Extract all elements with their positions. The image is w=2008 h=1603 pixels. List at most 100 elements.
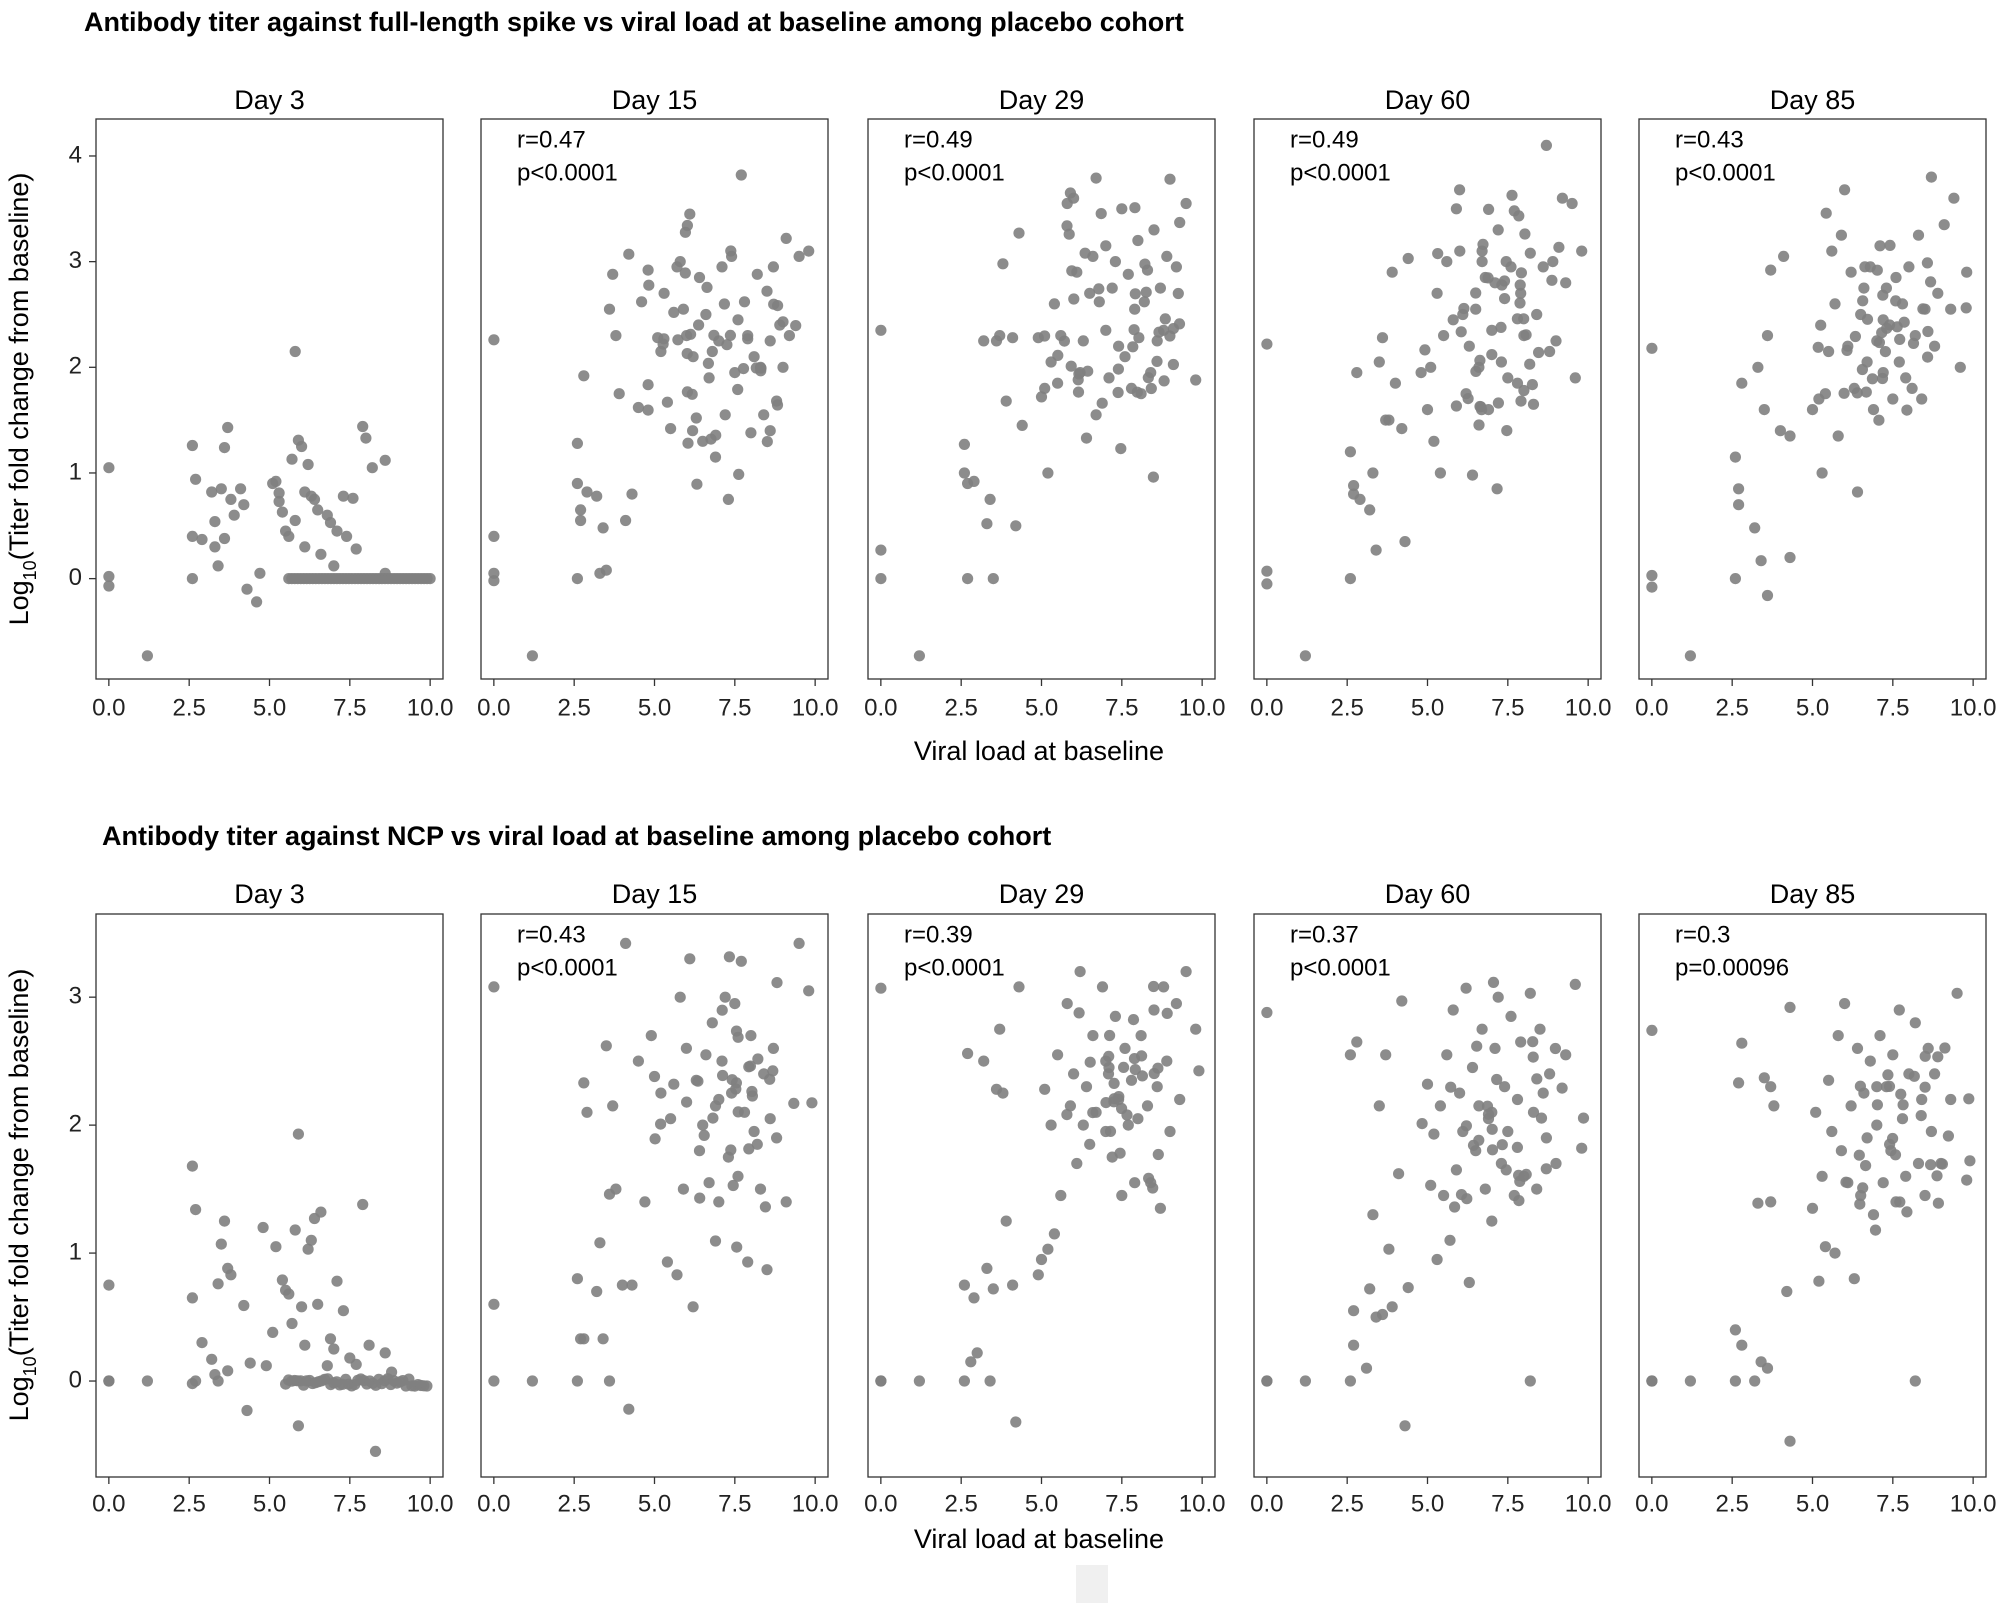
data-point bbox=[1348, 1305, 1360, 1317]
x-tick-label: 7.5 bbox=[1491, 694, 1524, 721]
x-tick-label: 7.5 bbox=[1876, 1490, 1909, 1517]
data-point bbox=[709, 1235, 722, 1247]
panel-title: Day 60 bbox=[1385, 85, 1471, 115]
data-point bbox=[1550, 1157, 1562, 1170]
data-point bbox=[1065, 360, 1077, 372]
data-point bbox=[1147, 471, 1159, 483]
data-point bbox=[292, 1128, 304, 1140]
data-point bbox=[1425, 361, 1437, 373]
data-point bbox=[1474, 354, 1486, 366]
data-point bbox=[1815, 319, 1827, 331]
data-point bbox=[1376, 332, 1389, 344]
data-point bbox=[1473, 1100, 1485, 1112]
data-point bbox=[1486, 349, 1498, 361]
data-point bbox=[1447, 1004, 1459, 1016]
data-point bbox=[1854, 1080, 1866, 1092]
panel-day-29: Day 29 0.0 2.5 5.0 7.5 10.0 r=0.39 p<0.0001 bbox=[864, 879, 1225, 1517]
data-point bbox=[1164, 173, 1176, 185]
data-point bbox=[771, 977, 783, 989]
data-point bbox=[1415, 367, 1427, 379]
data-point bbox=[1386, 266, 1398, 278]
p-value: p<0.0001 bbox=[517, 159, 618, 186]
data-point bbox=[1890, 295, 1902, 307]
data-point bbox=[1367, 467, 1379, 479]
data-point bbox=[1537, 1087, 1549, 1099]
data-point bbox=[337, 490, 349, 502]
correlation-r: r=0.37 bbox=[1290, 921, 1359, 948]
data-point bbox=[1908, 1070, 1920, 1082]
data-point bbox=[761, 436, 773, 448]
data-point bbox=[701, 281, 713, 293]
data-point bbox=[299, 541, 311, 553]
data-point bbox=[1752, 1197, 1764, 1209]
data-point bbox=[366, 462, 378, 474]
data-point bbox=[1108, 1077, 1120, 1089]
data-point bbox=[1419, 344, 1431, 356]
panel-frame bbox=[95, 118, 444, 680]
x-tick-label: 2.5 bbox=[1330, 1490, 1363, 1517]
data-point bbox=[1733, 1077, 1745, 1089]
data-point bbox=[1463, 340, 1475, 352]
data-point bbox=[1147, 1182, 1159, 1194]
data-point bbox=[1871, 264, 1883, 276]
data-point bbox=[1774, 425, 1786, 437]
panel-day-60: Day 60 0.0 2.5 5.0 7.5 10.0 r=0.49 p<0.0001 bbox=[1250, 85, 1611, 721]
data-point bbox=[286, 1317, 298, 1330]
data-point bbox=[1511, 1093, 1524, 1106]
data-point bbox=[1861, 313, 1874, 325]
data-point bbox=[723, 951, 736, 963]
data-point bbox=[875, 982, 887, 994]
data-point bbox=[1045, 1119, 1057, 1131]
data-point bbox=[1032, 1269, 1044, 1281]
y-tick-label: 4 bbox=[69, 141, 82, 168]
data-point bbox=[1556, 1082, 1568, 1094]
data-point bbox=[1520, 1168, 1532, 1180]
data-point bbox=[603, 303, 616, 315]
data-point bbox=[1884, 239, 1896, 251]
data-point bbox=[1890, 271, 1902, 284]
data-point bbox=[1848, 1273, 1860, 1285]
data-point bbox=[1915, 1110, 1927, 1122]
data-point bbox=[875, 324, 887, 336]
data-point bbox=[1887, 1049, 1899, 1061]
data-point bbox=[103, 462, 115, 474]
x-tick-label: 5.0 bbox=[253, 694, 286, 721]
x-tick-label: 10.0 bbox=[792, 694, 839, 721]
data-point bbox=[626, 1279, 638, 1291]
data-point bbox=[1061, 1109, 1073, 1121]
data-point bbox=[196, 533, 208, 546]
data-point bbox=[1261, 1375, 1273, 1387]
data-point bbox=[1813, 1275, 1825, 1287]
data-point bbox=[1939, 1042, 1951, 1054]
data-point bbox=[212, 560, 224, 572]
data-point bbox=[1367, 1209, 1379, 1221]
chart-2: Antibody titer against NCP vs viral load… bbox=[4, 821, 1997, 1554]
data-point bbox=[1931, 1170, 1943, 1182]
data-point bbox=[1896, 1113, 1909, 1125]
data-point bbox=[1458, 302, 1470, 315]
x-tick-label: 2.5 bbox=[1715, 694, 1748, 721]
data-point bbox=[302, 1243, 314, 1255]
panel-title: Day 15 bbox=[612, 85, 698, 115]
data-point bbox=[1106, 282, 1118, 294]
data-point bbox=[718, 298, 731, 310]
data-point bbox=[713, 1196, 725, 1208]
data-point bbox=[603, 1375, 616, 1387]
data-point bbox=[623, 248, 635, 260]
panel-day-85: Day 85 0.0 2.5 5.0 7.5 10.0 r=0.3 p=0.00096 bbox=[1635, 879, 1996, 1517]
panel-day-60: Day 60 0.0 2.5 5.0 7.5 10.0 r=0.37 p<0.0001 bbox=[1250, 879, 1611, 1517]
data-point bbox=[632, 1055, 645, 1067]
data-point bbox=[283, 530, 295, 543]
data-point bbox=[752, 1053, 764, 1065]
data-point bbox=[1000, 395, 1012, 407]
y-tick-label: 0 bbox=[69, 564, 82, 591]
data-point bbox=[1477, 238, 1489, 250]
panel-frame bbox=[1253, 118, 1602, 680]
data-point bbox=[1871, 1119, 1883, 1131]
data-point bbox=[1073, 1007, 1085, 1019]
data-point bbox=[771, 1132, 783, 1144]
data-point bbox=[716, 1004, 728, 1016]
data-point bbox=[780, 1196, 792, 1208]
data-point bbox=[1483, 203, 1495, 215]
data-point bbox=[1428, 435, 1440, 447]
